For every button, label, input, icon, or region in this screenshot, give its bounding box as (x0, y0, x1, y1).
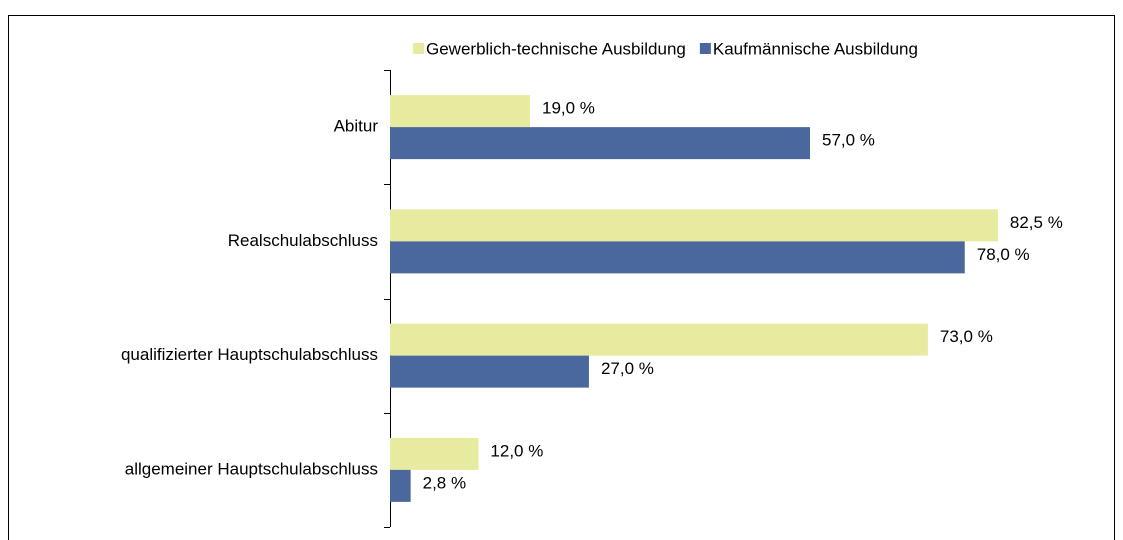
bar (390, 209, 998, 242)
legend-swatch (413, 43, 424, 54)
y-tick-label: Realschulabschluss (228, 231, 378, 250)
legend-label: Gewerblich-technische Ausbildung (426, 39, 686, 58)
data-label: 57,0 % (822, 131, 875, 150)
legend-label: Kaufmännische Ausbildung (713, 39, 918, 58)
data-label: 12,0 % (490, 441, 543, 460)
bar (390, 469, 411, 502)
bar (390, 127, 810, 160)
data-label: 27,0 % (601, 359, 654, 378)
y-tick-label: Abitur (334, 117, 379, 136)
data-label: 73,0 % (940, 327, 993, 346)
data-label: 78,0 % (977, 245, 1030, 264)
legend-swatch (699, 43, 711, 54)
y-tick-label: allgemeiner Hauptschulabschluss (125, 459, 378, 478)
bar (390, 437, 479, 470)
chart-frame (8, 15, 1115, 540)
y-tick-label: qualifizierter Hauptschulabschluss (121, 345, 378, 364)
data-label: 19,0 % (542, 99, 595, 118)
bar (390, 241, 965, 274)
data-label: 2,8 % (423, 473, 466, 492)
bar (390, 323, 928, 356)
bar (390, 95, 530, 128)
data-label: 82,5 % (1010, 213, 1063, 232)
bar (390, 355, 589, 388)
